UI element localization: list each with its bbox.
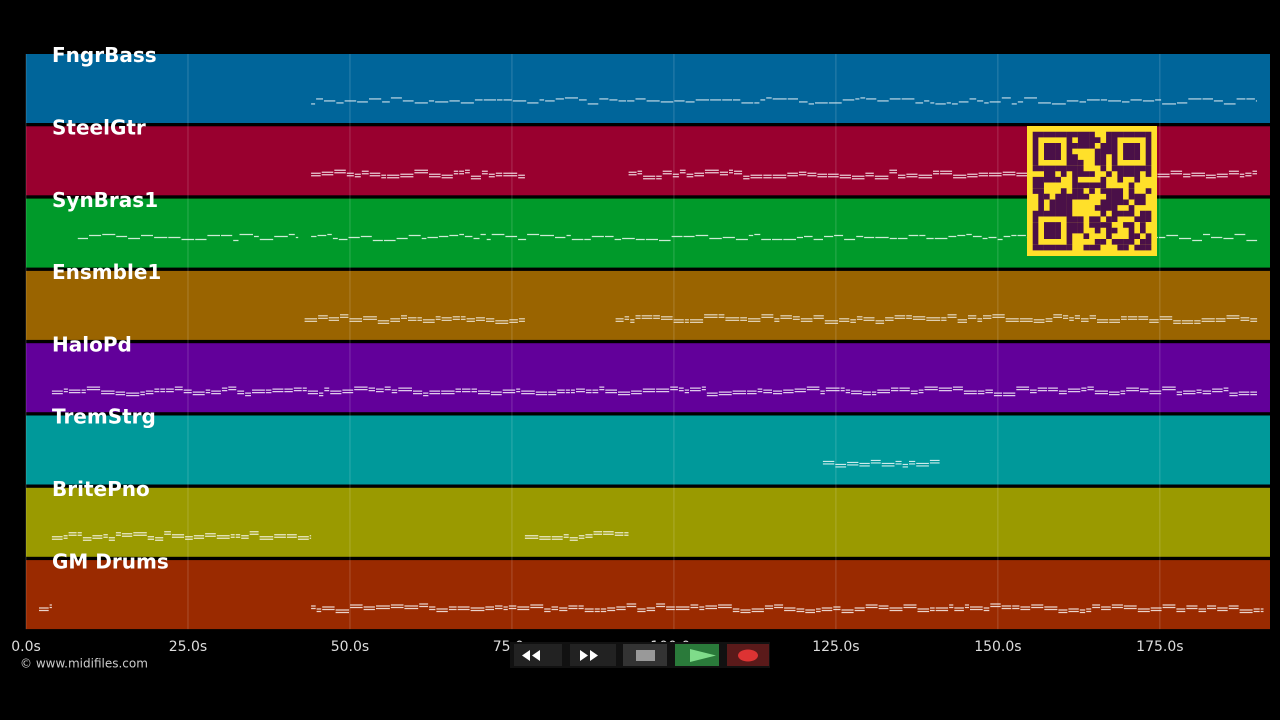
stop-button[interactable] [623, 644, 667, 666]
track-lane [26, 560, 1270, 630]
track-name: SynBras1 [52, 188, 158, 212]
track-lane [26, 54, 1270, 123]
note-span [39, 604, 52, 612]
note-span [51, 531, 312, 541]
track-lane [26, 415, 1270, 485]
record-button[interactable] [727, 644, 769, 666]
qr-code [1027, 126, 1157, 256]
note-span [822, 459, 940, 468]
track-lane [26, 487, 1270, 557]
track-name: GM Drums [52, 549, 169, 573]
rewind-button[interactable] [514, 644, 562, 666]
track-name: BritePno [52, 477, 150, 501]
track-name: HaloPd [52, 332, 132, 356]
time-tick-label: 150.0s [974, 639, 1021, 655]
transport-controls [510, 642, 770, 668]
note-span [615, 314, 1258, 324]
time-tick-label: 0.0s [11, 639, 41, 655]
note-span [311, 169, 525, 180]
note-span [311, 603, 1264, 614]
note-span [524, 531, 629, 541]
fast-forward-button[interactable] [570, 644, 616, 666]
note-span [304, 314, 525, 324]
time-tick-label: 50.0s [331, 639, 369, 655]
time-tick-label: 125.0s [812, 639, 859, 655]
time-tick-label: 25.0s [169, 639, 207, 655]
track-name: SteelGtr [52, 116, 146, 140]
play-button[interactable] [675, 644, 719, 666]
note-span [77, 233, 299, 242]
time-tick-label: 175.0s [1136, 639, 1183, 655]
tracks: FngrBass SteelGtr SynBras1 Ensmble1 HaloPd Tr… [25, 43, 1270, 630]
track-name: TremStrg [52, 405, 156, 429]
note-span [51, 386, 1257, 397]
track-name: Ensmble1 [52, 260, 161, 284]
copyright: © www.midifiles.com [20, 657, 148, 671]
track-name: FngrBass [52, 43, 157, 67]
qr-modules [1032, 131, 1152, 251]
note-span [311, 97, 1257, 105]
track-lane [26, 270, 1270, 340]
track-lane [26, 343, 1270, 413]
